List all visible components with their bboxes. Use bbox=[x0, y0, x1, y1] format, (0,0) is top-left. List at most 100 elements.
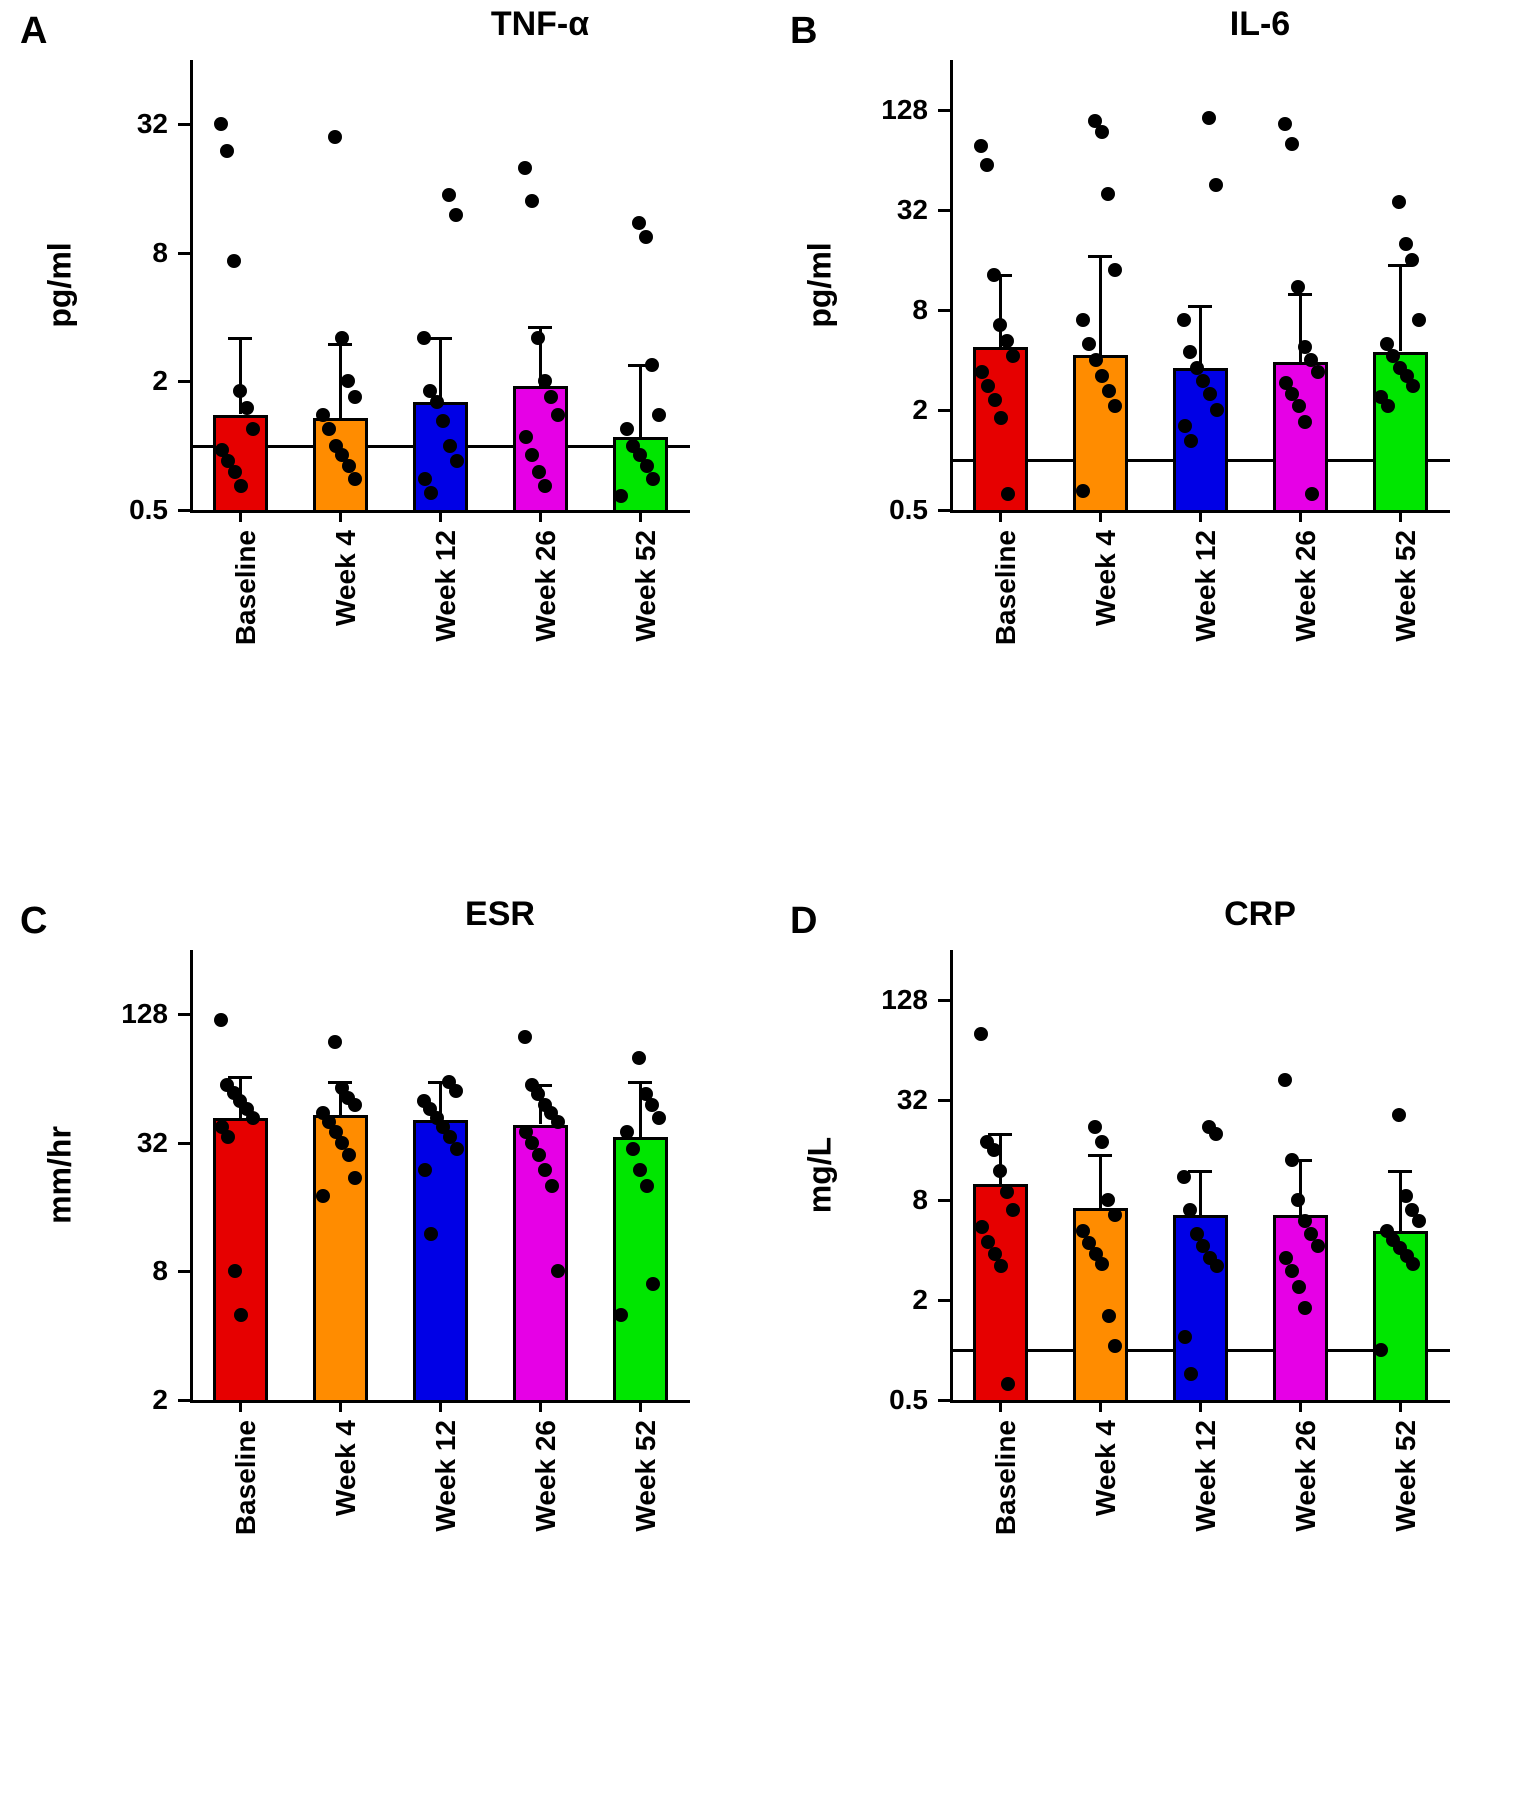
ytick-label: 32 bbox=[848, 1084, 928, 1116]
data-point bbox=[532, 1148, 546, 1162]
ytick bbox=[938, 509, 950, 512]
xtick bbox=[1399, 1400, 1402, 1412]
xtick-label: Week 4 bbox=[1090, 1420, 1122, 1516]
data-point bbox=[1095, 125, 1109, 139]
xtick bbox=[1299, 510, 1302, 522]
ytick-label: 0.5 bbox=[848, 494, 928, 526]
data-point bbox=[1184, 434, 1198, 448]
xtick bbox=[1099, 1400, 1102, 1412]
ytick bbox=[938, 999, 950, 1002]
data-point bbox=[993, 318, 1007, 332]
panel-title-D: CRP bbox=[1180, 895, 1340, 934]
bar bbox=[1173, 368, 1228, 510]
error-cap bbox=[1388, 1170, 1412, 1173]
data-point bbox=[531, 331, 545, 345]
ytick-label: 2 bbox=[848, 394, 928, 426]
panel-title-C: ESR bbox=[420, 895, 580, 934]
xtick-label: Week 26 bbox=[1290, 530, 1322, 642]
xtick-label: Week 12 bbox=[1190, 1420, 1222, 1532]
data-point bbox=[614, 1308, 628, 1322]
ytick bbox=[178, 509, 190, 512]
data-point bbox=[316, 408, 330, 422]
data-point bbox=[1209, 178, 1223, 192]
ytick bbox=[178, 1399, 190, 1402]
data-point bbox=[1209, 1127, 1223, 1141]
xtick bbox=[439, 510, 442, 522]
data-point bbox=[1184, 1367, 1198, 1381]
data-point bbox=[518, 1030, 532, 1044]
data-point bbox=[1311, 1239, 1325, 1253]
data-point bbox=[1291, 280, 1305, 294]
data-point bbox=[1076, 313, 1090, 327]
data-point bbox=[1305, 487, 1319, 501]
data-point bbox=[1076, 484, 1090, 498]
data-point bbox=[645, 358, 659, 372]
xtick-label: Week 52 bbox=[1390, 530, 1422, 642]
ytick-label: 32 bbox=[88, 108, 168, 140]
data-point bbox=[348, 472, 362, 486]
data-point bbox=[646, 472, 660, 486]
data-point bbox=[975, 1220, 989, 1234]
data-point bbox=[1000, 1185, 1014, 1199]
ytick bbox=[938, 409, 950, 412]
data-point bbox=[1210, 1259, 1224, 1273]
data-point bbox=[341, 374, 355, 388]
xtick bbox=[539, 1400, 542, 1412]
xtick bbox=[1299, 1400, 1302, 1412]
ytick bbox=[938, 1299, 950, 1302]
y-axis-label: mg/L bbox=[802, 1137, 839, 1213]
data-point bbox=[1392, 195, 1406, 209]
data-point bbox=[430, 395, 444, 409]
xtick-label: Week 52 bbox=[630, 530, 662, 642]
data-point bbox=[342, 1148, 356, 1162]
data-point bbox=[1278, 1073, 1292, 1087]
bar bbox=[313, 418, 368, 510]
data-point bbox=[449, 1084, 463, 1098]
data-point bbox=[652, 408, 666, 422]
data-point bbox=[1279, 1251, 1293, 1265]
panel-title-B: IL-6 bbox=[1180, 5, 1340, 44]
ytick bbox=[938, 109, 950, 112]
data-point bbox=[980, 158, 994, 172]
data-point bbox=[246, 1111, 260, 1125]
error-cap bbox=[228, 337, 252, 340]
xtick bbox=[999, 510, 1002, 522]
data-point bbox=[987, 1143, 1001, 1157]
data-point bbox=[316, 1189, 330, 1203]
ytick bbox=[178, 1142, 190, 1145]
data-point bbox=[1298, 1214, 1312, 1228]
ytick-label: 128 bbox=[88, 998, 168, 1030]
data-point bbox=[240, 401, 254, 415]
data-point bbox=[1177, 1170, 1191, 1184]
xtick bbox=[539, 510, 542, 522]
data-point bbox=[418, 472, 432, 486]
ytick bbox=[938, 209, 950, 212]
y-axis bbox=[950, 60, 953, 510]
data-point bbox=[436, 414, 450, 428]
bar bbox=[613, 1137, 668, 1400]
data-point bbox=[348, 1098, 362, 1112]
ytick-label: 8 bbox=[88, 237, 168, 269]
xtick bbox=[1099, 510, 1102, 522]
data-point bbox=[1292, 1280, 1306, 1294]
data-point bbox=[1311, 365, 1325, 379]
xtick bbox=[339, 1400, 342, 1412]
xtick-label: Week 52 bbox=[630, 1420, 662, 1532]
data-point bbox=[233, 384, 247, 398]
data-point bbox=[545, 1179, 559, 1193]
data-point bbox=[1178, 419, 1192, 433]
xtick bbox=[239, 510, 242, 522]
data-point bbox=[993, 1164, 1007, 1178]
ytick bbox=[178, 252, 190, 255]
data-point bbox=[1101, 1193, 1115, 1207]
data-point bbox=[1095, 369, 1109, 383]
xtick-label: Baseline bbox=[230, 530, 262, 645]
data-point bbox=[443, 439, 457, 453]
data-point bbox=[538, 479, 552, 493]
data-point bbox=[988, 393, 1002, 407]
data-point bbox=[1406, 379, 1420, 393]
data-point bbox=[348, 1171, 362, 1185]
data-point bbox=[652, 1111, 666, 1125]
ytick bbox=[178, 1270, 190, 1273]
data-point bbox=[525, 448, 539, 462]
